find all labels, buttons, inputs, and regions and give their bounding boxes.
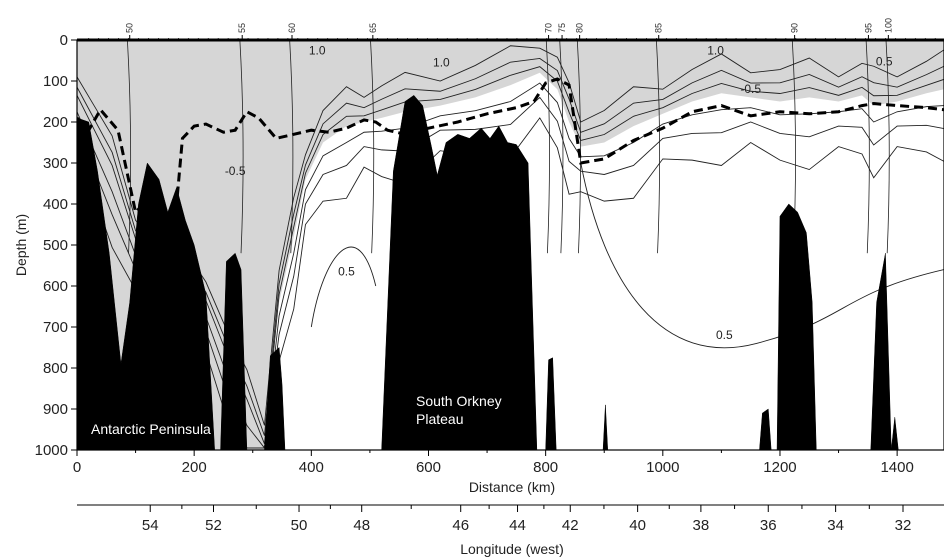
contour-line-4	[77, 96, 944, 449]
longitude-tick-label-32: 32	[895, 517, 912, 534]
bathymetry-ridge-1225	[776, 203, 817, 450]
station-label-60: 60	[287, 23, 297, 33]
y-tick-label-800: 800	[43, 360, 68, 377]
x-tick-label-200: 200	[182, 459, 207, 476]
y-tick-label-0: 0	[60, 32, 68, 49]
contour-label-6: 0.5	[338, 265, 355, 279]
x-axis-title: Distance (km)	[469, 479, 555, 495]
bathymetry-ridge-320	[264, 346, 286, 450]
longitude-axis-title: Longitude (west)	[460, 541, 564, 557]
station-label-90: 90	[790, 23, 800, 33]
x-tick-label-800: 800	[533, 459, 558, 476]
y-tick-label-1000: 1000	[35, 442, 68, 459]
x-tick-label-1400: 1400	[880, 459, 913, 476]
contour-strand-65	[370, 40, 375, 254]
y-axis-title: Depth (m)	[13, 214, 29, 276]
station-label-50: 50	[125, 23, 135, 33]
longitude-tick-label-40: 40	[629, 517, 646, 534]
contour-line-0	[77, 45, 944, 426]
station-label-65: 65	[368, 23, 378, 33]
station-label-70: 70	[544, 23, 554, 33]
y-tick-label-600: 600	[43, 278, 68, 295]
y-tick-label-300: 300	[43, 155, 68, 172]
longitude-tick-label-44: 44	[509, 517, 526, 534]
y-tick-label-500: 500	[43, 237, 68, 254]
annotation-sop-line-1: South Orkney	[416, 393, 502, 409]
contour-label-7: 0.5	[716, 328, 733, 342]
y-tick-label-900: 900	[43, 401, 68, 418]
contour-strand-50	[126, 40, 132, 254]
x-tick-label-0: 0	[73, 459, 81, 476]
longitude-tick-label-36: 36	[760, 517, 777, 534]
contour-strand-100	[885, 40, 890, 254]
y-tick-label-400: 400	[43, 196, 68, 213]
station-label-85: 85	[654, 23, 664, 33]
longitude-tick-label-54: 54	[142, 517, 159, 534]
contour-label-0: 1.0	[309, 43, 326, 57]
y-tick-label-100: 100	[43, 73, 68, 90]
contour-label-3: 0.5	[876, 54, 893, 68]
contour-strand-80	[576, 40, 581, 254]
longitude-tick-label-48: 48	[353, 517, 370, 534]
bathymetry-peninsula-edge	[77, 122, 89, 450]
contour-strand-60	[289, 40, 294, 254]
longitude-tick-label-46: 46	[452, 517, 469, 534]
contour-label-2: 1.0	[707, 43, 724, 57]
contour-strand-75	[559, 40, 564, 254]
station-label-100: 100	[883, 18, 893, 33]
annotation-antarctic-peninsula: Antarctic Peninsula	[91, 421, 211, 437]
contour-strand-70	[545, 40, 550, 254]
dashed-isotherm-line	[77, 77, 944, 270]
station-label-95: 95	[863, 23, 873, 33]
contour-label-5: -0.5	[225, 164, 246, 178]
x-tick-label-400: 400	[299, 459, 324, 476]
contour-line-2	[77, 66, 944, 445]
bathymetry-ridge-1365	[870, 253, 892, 450]
longitude-tick-label-52: 52	[205, 517, 222, 534]
longitude-tick-label-38: 38	[693, 517, 710, 534]
bathymetry-south-orkney-plateau	[381, 95, 538, 450]
longitude-tick-label-34: 34	[827, 517, 844, 534]
contour-line-1	[77, 57, 944, 436]
x-tick-label-1200: 1200	[763, 459, 796, 476]
contour-line-3	[77, 82, 944, 450]
shaded-cold-water-region	[77, 40, 944, 450]
station-label-55: 55	[237, 23, 247, 33]
station-label-80: 80	[575, 23, 585, 33]
longitude-tick-label-50: 50	[291, 517, 308, 534]
bathymetry-ridge-810	[545, 357, 557, 450]
y-tick-label-200: 200	[43, 114, 68, 131]
annotation-sop-line-2: Plateau	[416, 411, 463, 427]
contour-mid-0-5	[310, 246, 377, 328]
contour-deep-0-5	[580, 162, 944, 349]
contour-strand-85	[655, 40, 661, 254]
contour-label-1: 1.0	[433, 56, 450, 70]
x-tick-label-600: 600	[416, 459, 441, 476]
annotation-south-orkney-plateau: South Orkney Plateau	[416, 393, 502, 427]
bathymetry-antarctic-peninsula	[77, 117, 215, 450]
x-tick-label-1000: 1000	[646, 459, 679, 476]
longitude-tick-label-42: 42	[562, 517, 579, 534]
bathymetry-ridge-1175	[759, 408, 772, 450]
bathymetry-ridge-260	[220, 252, 248, 450]
bathymetry-ridge-905	[602, 404, 608, 450]
contour-strand-55	[239, 40, 244, 254]
contour-label-4: -0.5	[740, 82, 761, 96]
contour-strand-95	[865, 40, 870, 254]
y-tick-label-700: 700	[43, 319, 68, 336]
bathymetry-ridge-1395	[891, 417, 899, 450]
station-label-75: 75	[557, 23, 567, 33]
